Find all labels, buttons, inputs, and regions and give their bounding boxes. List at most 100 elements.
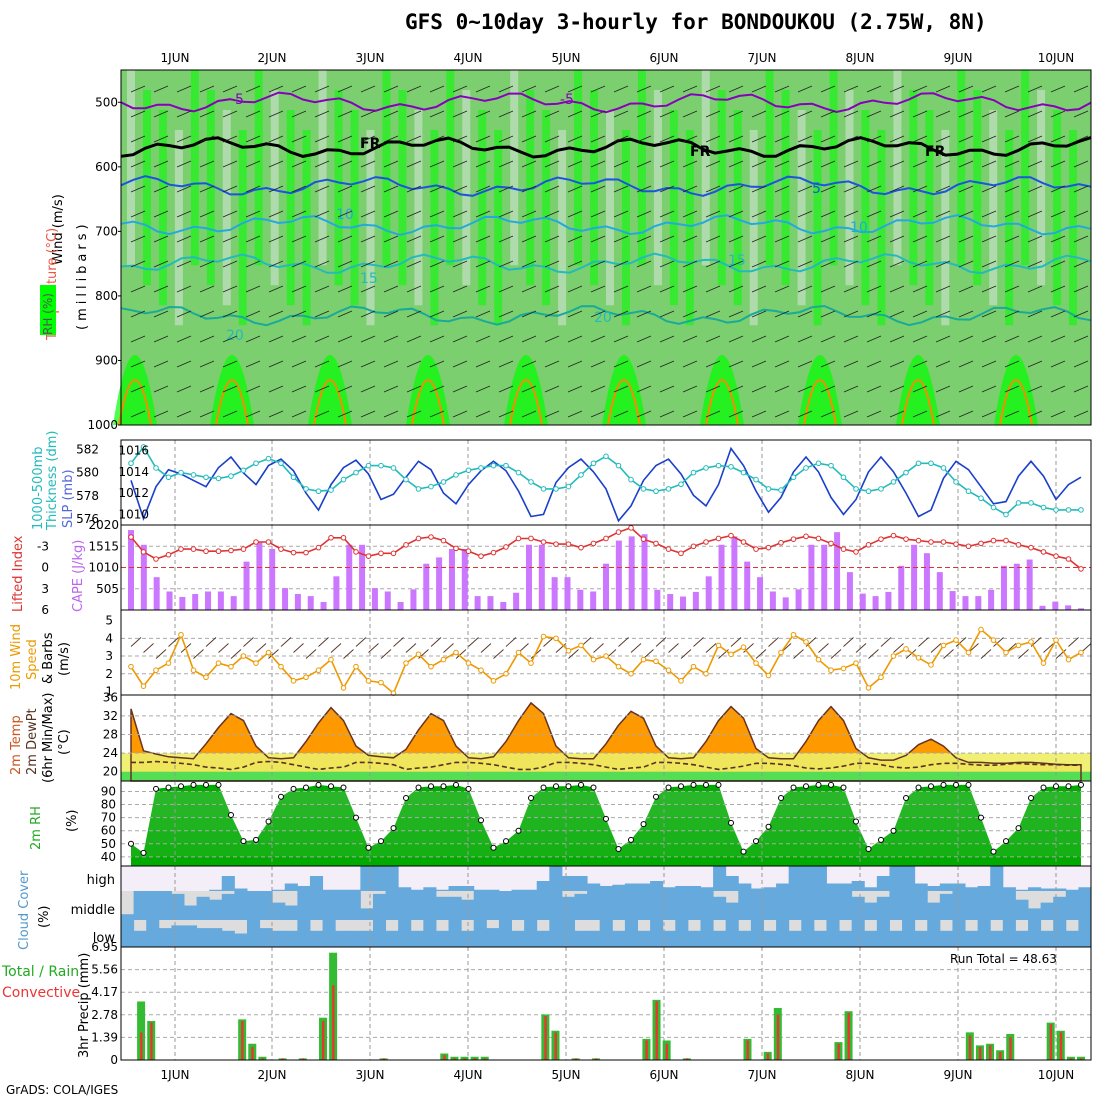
wind-barb	[751, 210, 767, 218]
rh2m-point	[128, 840, 134, 847]
wind-barb-10m	[980, 649, 992, 659]
wind-barb	[797, 160, 813, 168]
precip-convective-bar	[746, 1040, 749, 1060]
wind-barb	[521, 110, 537, 118]
wind-barb	[1073, 360, 1089, 368]
wind-barb	[130, 110, 146, 118]
wind-barb	[958, 235, 974, 243]
wind-barb-10m	[705, 643, 717, 653]
cape-bar	[859, 593, 866, 610]
wind-barb	[1004, 110, 1020, 118]
wind-barb	[981, 410, 997, 418]
wind-barb	[636, 160, 652, 168]
wind-barb-10m	[330, 643, 342, 653]
rh-streak	[861, 110, 870, 306]
wind-tick-label: 3	[105, 649, 113, 663]
wind-speed-point	[928, 662, 934, 668]
precip-tick-label: 2.78	[91, 1008, 118, 1022]
precip-convective-bar	[1080, 1058, 1083, 1060]
wind-barb	[1073, 85, 1089, 93]
wind-barb	[935, 135, 951, 143]
wind-barb	[705, 260, 721, 268]
cloud-bar-high	[297, 886, 311, 891]
cape-bar	[423, 563, 430, 610]
thickness-point	[953, 479, 959, 485]
wind-barb	[889, 310, 905, 318]
rh2m-point	[653, 793, 659, 800]
lifted-index-point	[928, 539, 934, 545]
wind-barb	[751, 335, 767, 343]
wind-barb	[590, 410, 606, 418]
wind10m-axis-label: 10m Wind	[9, 624, 24, 690]
wind-barb	[774, 310, 790, 318]
precip-tick-label: 6.95	[91, 940, 118, 954]
wind-barb	[866, 185, 882, 193]
wind-barb	[222, 85, 238, 93]
lifted-index-point	[165, 551, 172, 558]
rh2m-point	[140, 849, 147, 856]
thickness-point	[315, 488, 322, 495]
date-label-top: 7JUN	[748, 51, 777, 65]
wind-barb	[981, 185, 997, 193]
lifted-index-point	[328, 534, 334, 541]
wind-barb	[843, 310, 859, 318]
cloud-bar-high	[209, 889, 223, 891]
wind-speed-point	[515, 649, 522, 656]
wind-barb	[1050, 410, 1066, 418]
wind-barb	[245, 85, 261, 93]
wind-barb	[1004, 410, 1020, 418]
wind-barb	[613, 135, 629, 143]
wind-barb	[498, 260, 514, 268]
cloud-bar-high	[398, 887, 412, 891]
wind-barb	[682, 385, 698, 393]
cape-bar	[230, 596, 237, 610]
thickness-point	[878, 486, 884, 492]
wind-barb	[866, 410, 882, 418]
wind-barb-10m	[818, 643, 829, 653]
wind-barb	[659, 410, 675, 418]
wind-barb	[314, 110, 330, 118]
cloud-bar-middle	[788, 891, 802, 920]
wind-barb-10m	[543, 637, 554, 647]
cloud-bar-low	[1028, 920, 1042, 947]
cloud-bar-low	[196, 928, 210, 947]
wind-barb-10m	[730, 637, 742, 647]
cloud-bar-low	[335, 930, 349, 947]
wind-speed-point	[978, 626, 984, 633]
cape-bar	[834, 532, 841, 610]
rh-streak	[430, 130, 439, 326]
wind-barb	[521, 410, 537, 418]
wind-barb	[337, 385, 353, 393]
temp-contour-bump	[705, 379, 739, 426]
thickness-point	[178, 469, 184, 476]
cape-bar	[603, 563, 609, 610]
precip-convective-bar	[483, 1058, 487, 1060]
wind-barb	[820, 110, 836, 118]
wind-barb	[176, 160, 192, 168]
cloud-bar-low	[423, 920, 437, 947]
wind-barb	[1073, 385, 1089, 393]
wind-barb-10m	[555, 643, 567, 653]
cloud-bar-low	[322, 920, 336, 947]
cloud-bar-middle	[1002, 891, 1016, 920]
cloud-bar-high	[650, 881, 664, 891]
wind-barb	[682, 310, 698, 318]
lifted-index-point	[553, 541, 559, 547]
rh-streak	[621, 130, 630, 326]
lifted-index-point	[190, 546, 197, 552]
cape-bar	[1052, 601, 1059, 610]
wind-barb	[475, 335, 491, 343]
cloud-bar-low	[486, 928, 500, 947]
wind-barb	[889, 110, 905, 118]
rh2m-point	[265, 818, 272, 825]
run-total-label: Run Total = 48.63	[950, 952, 1057, 966]
cape-bar	[808, 544, 815, 610]
lifted-index-point	[765, 544, 772, 551]
wind-barb	[1073, 110, 1089, 118]
rh2m-point	[590, 784, 597, 791]
wind-barb	[866, 360, 882, 368]
wind-barb	[751, 110, 767, 118]
wind-barb	[130, 260, 146, 268]
temp-tick-label: 28	[103, 728, 118, 742]
wind-barb	[406, 260, 422, 268]
